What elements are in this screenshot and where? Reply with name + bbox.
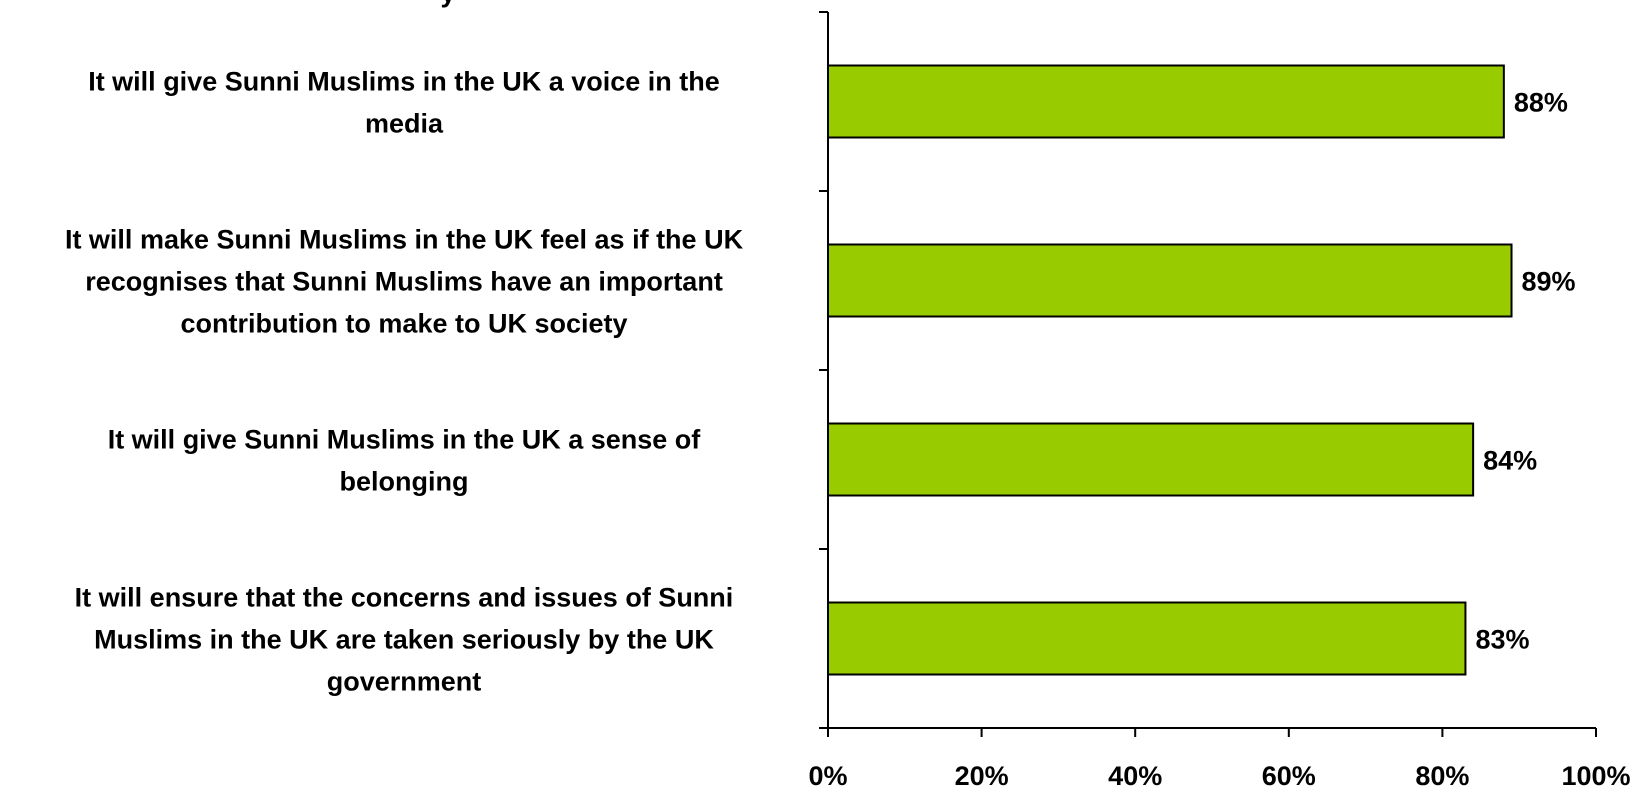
x-tick-label: 0% [808,761,847,790]
x-tick-label: 80% [1415,761,1469,790]
category-label-line: It will give Sunni Muslims in the UK a s… [108,425,702,455]
data-labels: 88% 89% 84% 83% [1475,88,1575,655]
data-label: 84% [1483,446,1537,476]
category-label-line: It will make Sunni Muslims in the UK fee… [65,225,744,255]
category-label-line: It will give Sunni Muslims in the UK a v… [88,67,720,97]
x-axis-tick-labels: 0% 20% 40% 60% 80% 100% [808,761,1630,790]
bar [827,243,1513,318]
cut-off-title-text: y [440,0,455,8]
data-label: 83% [1475,625,1529,655]
category-label: It will ensure that the concerns and iss… [75,583,734,697]
category-label-line: belonging [340,467,469,497]
category-label-line: Muslims in the UK are taken seriously by… [94,625,714,655]
x-tick-label: 20% [955,761,1009,790]
category-label-line: It will ensure that the concerns and iss… [75,583,734,613]
x-tick-label: 100% [1561,761,1630,790]
x-tick-label: 60% [1262,761,1316,790]
category-label-line: contribution to make to UK society [180,309,627,339]
bar [827,601,1467,676]
cut-off-title-fragment: y [440,0,455,8]
data-label: 88% [1514,88,1568,118]
bar [827,64,1505,139]
bar [827,422,1475,497]
x-tick-label: 40% [1108,761,1162,790]
category-label-line: media [365,109,444,139]
category-labels: It will give Sunni Muslims in the UK a v… [65,67,744,697]
category-label: It will give Sunni Muslims in the UK a v… [88,67,720,139]
data-label: 89% [1522,267,1576,297]
category-label-line: recognises that Sunni Muslims have an im… [85,267,723,297]
bars-group [827,64,1513,676]
category-label: It will give Sunni Muslims in the UK a s… [108,425,702,497]
category-label: It will make Sunni Muslims in the UK fee… [65,225,744,339]
category-label-line: government [327,667,482,697]
